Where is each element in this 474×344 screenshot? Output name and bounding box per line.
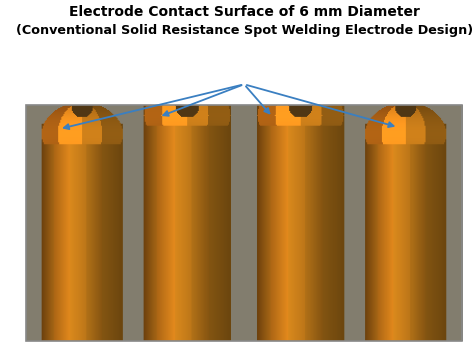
- Text: Electrode Contact Surface of 6 mm Diameter: Electrode Contact Surface of 6 mm Diamet…: [69, 5, 419, 19]
- Text: (Conventional Solid Resistance Spot Welding Electrode Design): (Conventional Solid Resistance Spot Weld…: [16, 24, 473, 37]
